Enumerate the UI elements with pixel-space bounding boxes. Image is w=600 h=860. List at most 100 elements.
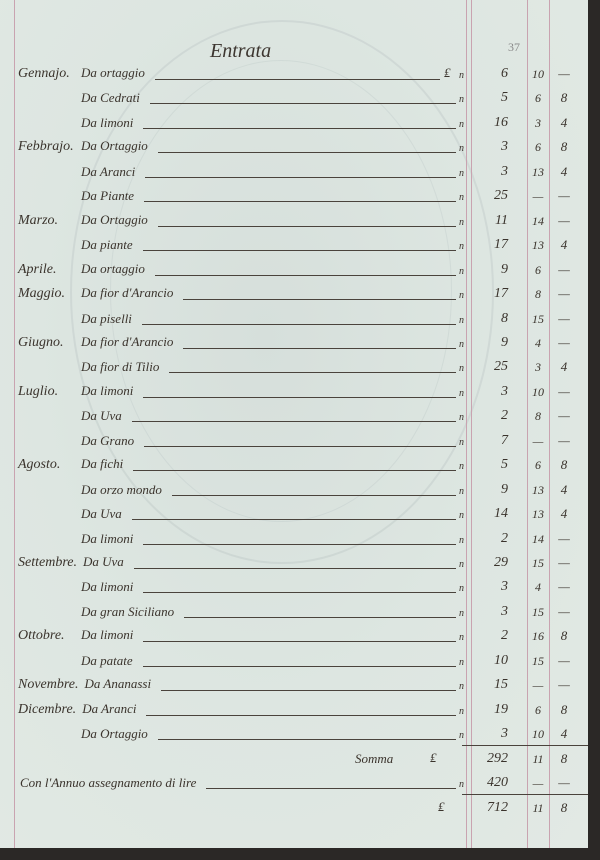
ledger-row: Da limoni n 2 14 —	[0, 525, 588, 549]
ruled-line	[134, 568, 456, 569]
ruled-line	[158, 739, 456, 741]
amount-soldi: —	[532, 433, 544, 448]
ruled-line	[150, 103, 456, 105]
entry-item: Da ortaggio	[81, 65, 145, 80]
ditto-mark: n	[459, 363, 464, 375]
currency-symbol: ₤	[430, 749, 437, 765]
amount-soldi: —	[532, 678, 544, 693]
column-line	[527, 0, 528, 848]
amount-denari: —	[558, 310, 570, 326]
amount-soldi: 13	[532, 482, 544, 497]
entry-label: Da Cedrati	[18, 90, 140, 106]
amount-soldi: 11	[532, 751, 544, 766]
ledger-row: Da patate n 10 15 —	[0, 647, 588, 671]
ditto-mark: n	[459, 241, 464, 253]
amount-lire: 292	[487, 750, 508, 766]
ditto-mark: n	[459, 338, 464, 350]
amount-soldi: 6	[535, 262, 541, 277]
ledger-row: Novembre. Da Ananassi n 15 — —	[0, 671, 588, 695]
entry-item: Da fior di Tilio	[81, 359, 160, 375]
amount-soldi: 15	[532, 311, 544, 326]
amount-lire: 6	[501, 66, 508, 81]
ditto-mark: n	[459, 436, 464, 448]
amount-soldi: 4	[535, 580, 541, 595]
amount-soldi: 11	[532, 800, 544, 815]
amount-lire: 2	[501, 628, 508, 644]
entry-item: Da Ortaggio	[81, 211, 148, 227]
ledger-row: Da fior di Tilio n 25 3 4	[0, 353, 588, 377]
amount-denari: 4	[560, 359, 568, 375]
ledger-row: Somma ₤ 292 11 8	[0, 745, 588, 769]
amount-soldi: 3	[535, 115, 541, 130]
margin-line	[14, 0, 15, 848]
currency-symbol: ₤	[438, 798, 445, 814]
ditto-mark: n	[459, 412, 464, 424]
entry-item: Da Ortaggio	[81, 726, 148, 742]
ruled-line	[142, 323, 456, 325]
ledger-row: Da Ortaggio n 3 10 4	[0, 720, 588, 744]
ditto-mark: n	[459, 118, 464, 130]
entry-month: Gennajo.	[18, 66, 70, 81]
ledger-row: Da gran Siciliano n 3 15 —	[0, 598, 588, 622]
ruled-line	[143, 641, 456, 643]
ledger-row: Agosto. Da fichi n 5 6 8	[0, 451, 588, 475]
ditto-mark: n	[459, 779, 464, 791]
entry-label: Da limoni	[18, 531, 133, 547]
amount-soldi: 8	[535, 409, 541, 424]
entry-item: Da limoni	[81, 530, 134, 546]
amount-denari: —	[558, 603, 570, 619]
ledger-row: Con l'Annuo assegnamento di lire n 420 — —	[0, 769, 588, 793]
entry-label: Da limoni	[18, 579, 133, 595]
ruled-line	[143, 127, 456, 129]
ruled-line	[143, 543, 456, 545]
ledger-row: Dicembre. Da Aranci n 19 6 8	[0, 696, 588, 720]
ledger-row: Giugno. Da fior d'Arancio n 9 4 —	[0, 329, 588, 353]
amount-soldi: 6	[535, 458, 541, 473]
amount-denari: —	[558, 652, 570, 668]
entry-label: Da patate	[18, 653, 133, 669]
ledger-row: ₤ 712 11 8	[0, 794, 588, 818]
ledger-page: Entrata 37 Gennajo. Da ortaggio n ₤ 6 10— Da C…	[0, 0, 588, 848]
amount-soldi: —	[532, 189, 544, 204]
amount-lire: 3	[501, 139, 508, 155]
ditto-mark: n	[459, 94, 464, 106]
amount-denari: —	[558, 212, 570, 228]
amount-soldi: 3	[535, 360, 541, 375]
entry-item: Da limoni	[81, 627, 134, 643]
ruled-line	[172, 494, 456, 496]
entry-month: Maggio.	[18, 286, 66, 302]
amount-denari: —	[558, 579, 570, 595]
amount-soldi: 15	[532, 556, 544, 570]
ledger-row: Maggio. Da fior d'Arancio n 17 8 —	[0, 280, 588, 304]
amount-lire: 5	[501, 90, 508, 106]
ditto-mark: n	[459, 167, 464, 179]
amount-denari: —	[558, 408, 570, 424]
ledger-row: Marzo. Da Ortaggio n 11 14 —	[0, 207, 588, 231]
amount-lire: 14	[494, 506, 508, 522]
amount-denari: 8	[560, 457, 568, 473]
amount-soldi: 13	[532, 238, 544, 253]
entry-month: Novembre.	[18, 677, 79, 693]
amount-lire: 25	[494, 359, 508, 375]
entry-label: Da orzo mondo	[18, 482, 162, 498]
ruled-line	[143, 396, 456, 398]
ledger-row: Da Grano n 7 — —	[0, 427, 588, 451]
amount-lire: 712	[487, 799, 508, 815]
ledger-row: Da Aranci n 3 13 4	[0, 158, 588, 182]
page-number: 37	[508, 40, 520, 54]
entry-item: Da ortaggio	[81, 260, 145, 276]
entry-label: Da Uva	[18, 408, 122, 424]
ruled-line	[144, 445, 456, 447]
ruled-line	[206, 788, 456, 790]
amount-lire: 8	[501, 310, 508, 326]
amount-lire: 15	[494, 677, 508, 693]
column-line	[471, 0, 472, 848]
entry-label: Da Ortaggio	[18, 726, 148, 742]
entry-item: Da limoni	[81, 382, 134, 398]
ruled-line	[144, 201, 456, 203]
amount-lire: 3	[501, 383, 508, 399]
amount-lire: 16	[494, 114, 508, 130]
entry-item: Da orzo mondo	[81, 481, 162, 497]
amount-lire: 420	[487, 775, 508, 791]
ruled-line	[143, 665, 456, 667]
